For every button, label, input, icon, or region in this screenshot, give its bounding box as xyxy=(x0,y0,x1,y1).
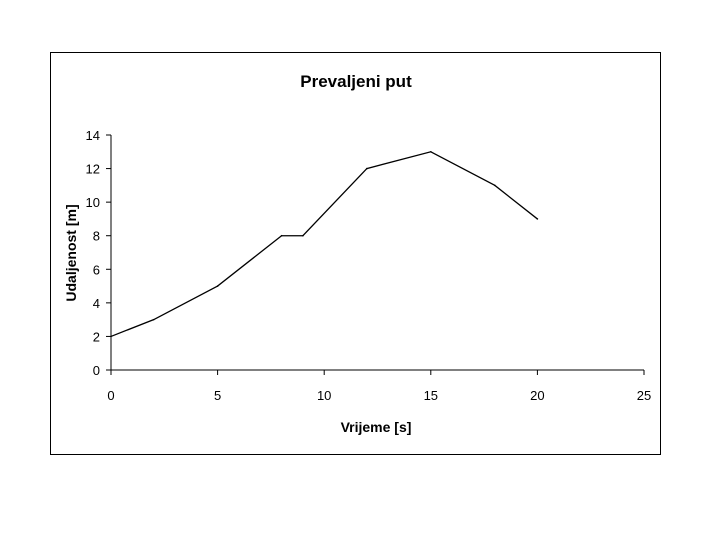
series-layer xyxy=(110,150,539,338)
y-tick-label: 4 xyxy=(93,296,100,311)
data-point xyxy=(110,335,112,338)
x-tick-label: 20 xyxy=(530,388,544,403)
y-tick-label: 0 xyxy=(93,363,100,378)
x-tick-label: 0 xyxy=(107,388,114,403)
data-point xyxy=(430,150,432,153)
y-tick-label: 6 xyxy=(93,262,100,277)
axes xyxy=(110,135,644,371)
x-tick-label: 5 xyxy=(214,388,221,403)
data-point xyxy=(152,318,155,321)
data-point xyxy=(366,167,368,170)
chart-frame xyxy=(50,52,661,455)
y-tick-label: 2 xyxy=(93,329,100,344)
data-point xyxy=(280,234,283,237)
y-axis-title: Udaljenost [m] xyxy=(63,204,79,301)
ticks: 0 2 4 6 8 10 12 14 0 5 10 15 20 25 xyxy=(86,128,652,403)
data-point xyxy=(493,184,496,187)
x-tick-label: 25 xyxy=(637,388,651,403)
x-tick-label: 15 xyxy=(424,388,438,403)
data-point xyxy=(216,285,219,287)
series-line xyxy=(110,151,538,338)
y-tick-label: 10 xyxy=(86,195,100,210)
y-tick-label: 8 xyxy=(93,229,100,244)
data-point xyxy=(536,218,539,220)
y-tick-label: 14 xyxy=(86,128,100,143)
chart-title: Prevaljeni put xyxy=(300,72,412,91)
y-tick-label: 12 xyxy=(86,162,100,177)
x-tick-label: 10 xyxy=(317,388,331,403)
x-axis-title: Vrijeme [s] xyxy=(341,419,412,435)
data-point xyxy=(302,234,304,237)
